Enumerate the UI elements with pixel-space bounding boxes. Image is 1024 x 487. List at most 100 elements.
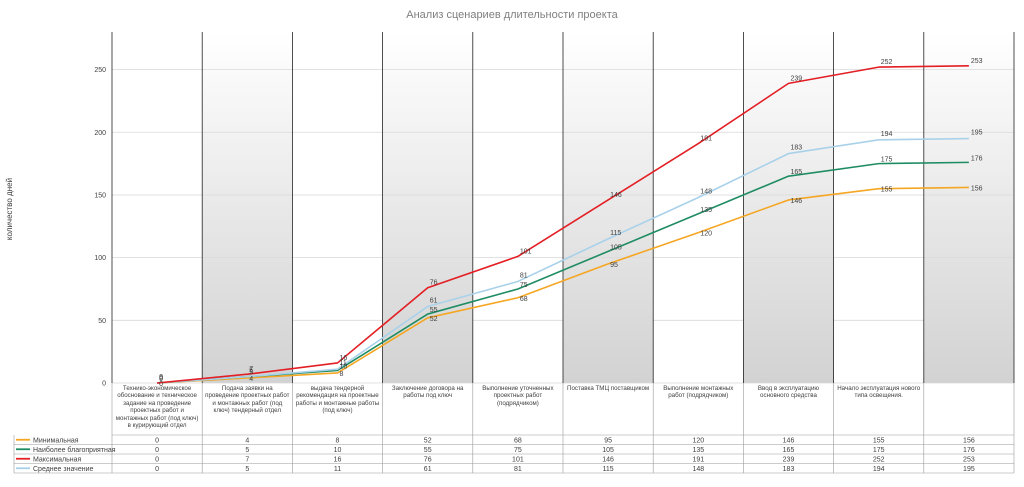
table-cell: 120	[692, 437, 704, 444]
table-cell: 115	[603, 466, 614, 473]
table-cell: 253	[963, 456, 975, 463]
category-label: Ввод в эксплуатацию основного средства	[758, 385, 819, 399]
y-axis-label: количество дней	[5, 178, 14, 240]
data-label: 165	[791, 169, 803, 176]
plot-band	[112, 32, 203, 383]
data-label: 0	[159, 381, 163, 388]
table-cell: 155	[873, 437, 885, 444]
data-label: 252	[881, 59, 893, 66]
table-cell: 75	[514, 447, 522, 454]
table-cell: 5	[245, 447, 249, 454]
table-cell: 0	[155, 456, 159, 463]
data-label: 8	[340, 371, 344, 378]
table-cell: 16	[334, 456, 342, 463]
data-label: 183	[791, 145, 803, 152]
data-label: 101	[520, 248, 532, 255]
legend-entry: Среднее значение	[33, 466, 93, 473]
data-label: 0	[159, 376, 163, 383]
category-label: выдача тендерной рекомендация на проектн…	[296, 385, 379, 414]
plot-band	[653, 32, 744, 383]
plot-band	[743, 32, 834, 383]
data-label: 7	[249, 366, 253, 373]
plot-band	[923, 32, 1014, 383]
category-label: Технико-экономическое обоснование и техн…	[116, 385, 199, 429]
plot-band	[833, 32, 924, 383]
data-label: 61	[430, 298, 438, 305]
table-cell: 135	[692, 447, 704, 454]
legend-entry: Наиболее благоприятная	[33, 446, 116, 454]
table-cell: 76	[424, 456, 432, 463]
data-label: 0	[159, 375, 163, 382]
y-tick-label: 0	[102, 381, 106, 388]
data-label: 115	[610, 230, 621, 237]
data-label: 156	[971, 185, 983, 192]
data-label: 105	[610, 244, 622, 251]
data-label: 0	[159, 374, 163, 381]
data-label: 11	[340, 360, 347, 367]
table-cell: 165	[783, 447, 795, 454]
legend-entry: Максимальная	[33, 456, 82, 463]
category-label: Начало эксплуатация нового типа освещени…	[837, 385, 920, 399]
plot-band	[563, 32, 654, 383]
data-label: 135	[700, 207, 712, 214]
plot-band	[202, 32, 293, 383]
category-label: Выполнение монтажных работ (подрядчиком)	[663, 385, 733, 399]
category-label: Выполнение уточненных проектных работ (п…	[482, 385, 553, 407]
table-cell: 0	[155, 437, 159, 444]
table-cell: 191	[692, 456, 704, 463]
table-cell: 0	[155, 447, 159, 454]
table-cell: 7	[245, 456, 249, 463]
data-label: 155	[881, 187, 893, 194]
data-label: 253	[971, 58, 983, 65]
table-cell: 0	[155, 466, 159, 473]
data-label: 148	[700, 188, 712, 195]
table-cell: 10	[334, 447, 342, 454]
table-cell: 101	[512, 456, 524, 463]
data-label: 175	[881, 157, 893, 164]
table-cell: 148	[692, 466, 704, 473]
table-cell: 81	[514, 466, 522, 473]
plot-band	[382, 32, 473, 383]
data-label: 191	[700, 136, 712, 143]
table-cell: 175	[873, 447, 885, 454]
table-cell: 195	[963, 466, 975, 473]
data-label: 5	[249, 370, 253, 377]
data-label: 52	[430, 316, 438, 323]
y-tick-label: 150	[94, 192, 106, 199]
table-cell: 52	[424, 437, 432, 444]
data-label: 10	[340, 363, 348, 370]
table-cell: 176	[963, 447, 975, 454]
y-tick-label: 50	[98, 318, 106, 325]
series-lines	[157, 65, 969, 384]
table-cell: 146	[602, 456, 614, 463]
chart-title: Анализ сценариев длительности проекта	[406, 9, 618, 21]
table-cell: 5	[245, 466, 249, 473]
table-cell: 105	[602, 447, 614, 454]
table-cell: 68	[514, 437, 522, 444]
data-label: 239	[791, 75, 803, 82]
table-cell: 61	[424, 466, 432, 473]
plot-area	[112, 32, 1014, 383]
plot-band	[472, 32, 563, 383]
data-label: 120	[700, 231, 712, 238]
data-label: 146	[791, 198, 803, 205]
series-line	[157, 137, 969, 384]
data-label: 76	[430, 280, 438, 287]
series-line	[157, 65, 969, 384]
data-label: 5	[249, 368, 253, 375]
table-cell: 4	[245, 437, 249, 444]
table-cell: 8	[336, 437, 340, 444]
y-tick-label: 200	[94, 130, 106, 137]
data-label: 195	[971, 130, 983, 137]
series-line	[157, 186, 969, 384]
category-label: Подача заявки на проведение проектных ра…	[205, 385, 289, 414]
table-cell: 194	[873, 466, 885, 473]
table-cell: 11	[334, 466, 341, 473]
category-label: Заключение договора на работы под ключ	[392, 385, 464, 399]
data-label: 55	[430, 307, 438, 314]
data-label: 95	[610, 262, 618, 269]
table-cell: 239	[783, 456, 795, 463]
table-cell: 252	[873, 456, 885, 463]
data-label: 81	[520, 272, 528, 279]
